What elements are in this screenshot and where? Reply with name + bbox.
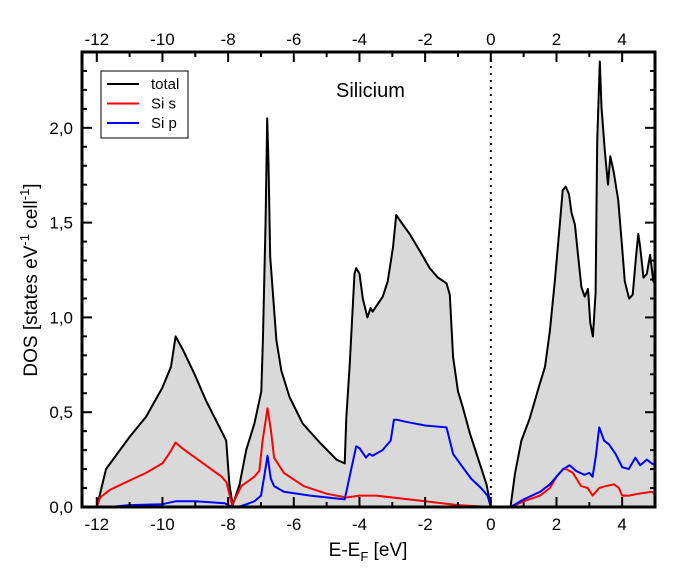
x-tick-label: 4 bbox=[617, 515, 626, 534]
x-tick-label: -2 bbox=[418, 515, 433, 534]
x-top-tick-label: -4 bbox=[352, 30, 367, 49]
si-p-line-1 bbox=[510, 426, 656, 508]
x-tick-label: -10 bbox=[150, 515, 175, 534]
x-tick-label: -8 bbox=[221, 515, 236, 534]
tick-labels: -12 -12 -10 -10 -8 -8 -6 -6 -4 -4 -2 -2 0 0 2 2 4 4 0,0 0,5… bbox=[49, 30, 627, 534]
total-fill-layer bbox=[96, 61, 655, 508]
y-tick-label: 1,5 bbox=[49, 214, 73, 233]
total-line-1 bbox=[509, 60, 656, 508]
y-axis-title: DOS [states eV-1 cell-1] bbox=[17, 183, 42, 376]
total-line-0 bbox=[95, 117, 492, 508]
total-area-1 bbox=[510, 61, 655, 507]
y-tick-label: 0,5 bbox=[49, 403, 73, 422]
x-top-tick-label: -10 bbox=[150, 30, 175, 49]
x-top-tick-label: -12 bbox=[84, 30, 109, 49]
x-tick-label: 0 bbox=[486, 515, 495, 534]
x-top-tick-label: 4 bbox=[617, 30, 626, 49]
total-area-0 bbox=[96, 118, 491, 508]
ylabel-close: ] bbox=[21, 183, 42, 188]
x-tick-label: -6 bbox=[286, 515, 301, 534]
legend-label-si-s: Si s bbox=[151, 96, 176, 113]
xlabel-unit: [eV] bbox=[368, 540, 407, 561]
ylabel-main: DOS [states eV bbox=[21, 245, 42, 376]
plot-frame bbox=[80, 50, 657, 509]
x-top-tick-label: -8 bbox=[221, 30, 236, 49]
y-tick-label: 2,0 bbox=[49, 119, 73, 138]
x-tick-label: -4 bbox=[352, 515, 367, 534]
y-tick-label: 1,0 bbox=[49, 308, 73, 327]
si-s-line-1 bbox=[510, 468, 656, 508]
series-lines bbox=[95, 60, 656, 508]
legend-label-total: total bbox=[151, 76, 179, 93]
x-tick-label: -12 bbox=[84, 515, 109, 534]
ylabel-superscript: -1 bbox=[17, 234, 32, 246]
x-top-tick-label: -6 bbox=[286, 30, 301, 49]
x-top-tick-label: -2 bbox=[418, 30, 433, 49]
annotation-silicium: Silicium bbox=[336, 80, 405, 102]
xlabel-subscript: F bbox=[360, 549, 368, 564]
y-tick-label: 0,0 bbox=[49, 498, 73, 517]
xlabel-main: E-E bbox=[329, 540, 361, 561]
ylabel-superscript: -1 bbox=[17, 189, 32, 201]
legend: total Si s Si p bbox=[100, 70, 189, 139]
si-s-line-0 bbox=[95, 407, 491, 508]
ylabel-cell: cell bbox=[21, 200, 42, 234]
x-tick-label: 2 bbox=[552, 515, 561, 534]
legend-label-si-p: Si p bbox=[151, 115, 177, 132]
x-top-tick-label: 0 bbox=[486, 30, 495, 49]
x-top-tick-label: 2 bbox=[552, 30, 561, 49]
si-p-line-0 bbox=[96, 418, 492, 508]
x-axis-title: E-EF [eV] bbox=[329, 540, 408, 564]
